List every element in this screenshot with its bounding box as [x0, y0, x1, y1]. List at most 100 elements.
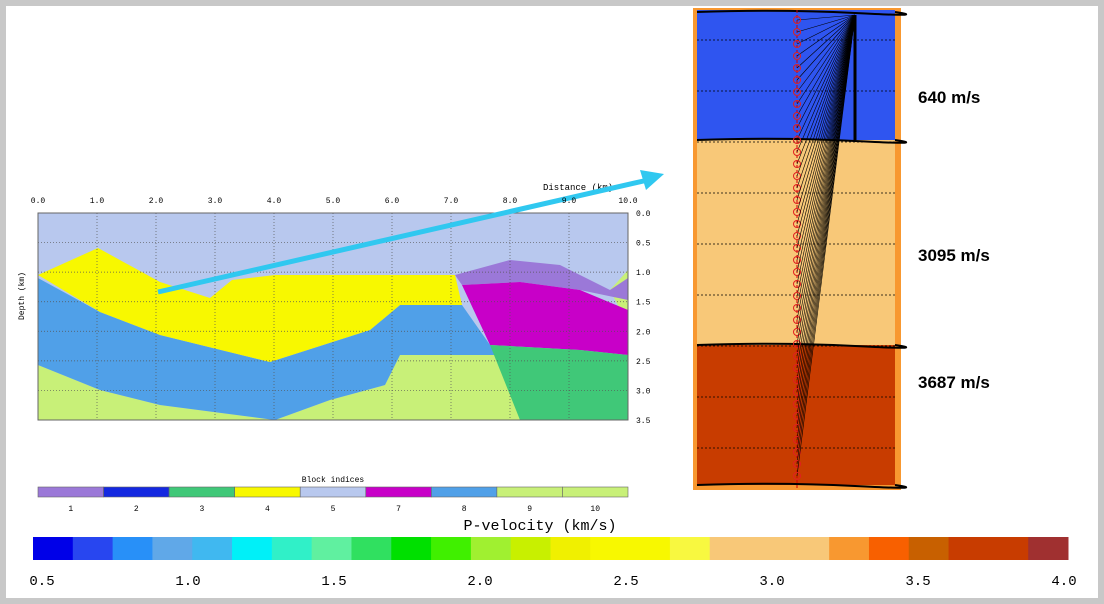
colorbar-swatch [630, 537, 671, 560]
x-tick-label: 3.0 [208, 197, 223, 206]
y-tick-label: 0.0 [636, 210, 651, 219]
x-tick-label: 1.0 [90, 197, 105, 206]
legend-swatch [562, 486, 629, 498]
receiver [793, 160, 801, 168]
colorbar-tick-label: 2.0 [467, 574, 492, 590]
ray [796, 14, 856, 237]
well-layer [697, 140, 895, 345]
receiver [793, 316, 801, 324]
y-tick-label: 1.0 [636, 269, 651, 278]
y-tick-label: 2.0 [636, 328, 651, 337]
receiver [793, 40, 801, 48]
y-tick-label: 1.5 [636, 299, 651, 308]
colorbar-swatch [232, 537, 273, 560]
ray [796, 14, 856, 225]
y-tick-label: 3.0 [636, 387, 651, 396]
receiver [793, 436, 801, 444]
x-tick-label: 10.0 [618, 197, 637, 206]
receiver [793, 424, 801, 432]
legend-label: 5 [331, 505, 336, 514]
ray [796, 14, 856, 333]
layer-boundary [696, 9, 908, 16]
colorbar-tick-label: 3.5 [905, 574, 930, 590]
layer-boundary [696, 137, 908, 144]
y-tick-label: 3.5 [636, 417, 651, 426]
ray [796, 14, 856, 309]
layer [455, 260, 628, 300]
receiver [793, 340, 801, 348]
velocity-label: 3095 m/s [918, 246, 990, 265]
legend-swatch [299, 486, 367, 498]
colorbar-swatch [351, 537, 392, 560]
ray [796, 14, 856, 153]
arrowhead [640, 170, 664, 190]
ray [796, 14, 856, 381]
colorbar-swatch [271, 537, 313, 560]
well-layer [697, 10, 895, 140]
layer-boundary [696, 482, 908, 489]
ray [796, 14, 856, 285]
section-model [37, 212, 629, 421]
ray [796, 14, 856, 141]
x-tick-label: 8.0 [503, 197, 518, 206]
receiver [793, 16, 801, 24]
ray [796, 14, 856, 117]
ray [796, 14, 856, 249]
colorbar-tick-label: 3.0 [759, 574, 784, 590]
receiver [793, 448, 801, 456]
legend-swatch [496, 486, 563, 498]
arrow [157, 177, 649, 295]
x-tick-label: 5.0 [326, 197, 341, 206]
layer [38, 278, 500, 420]
receiver [793, 88, 801, 96]
receiver [793, 172, 801, 180]
layer [38, 248, 462, 362]
receiver [793, 244, 801, 252]
colorbar-swatch [1028, 537, 1069, 560]
x-tick-label: 0.0 [31, 197, 46, 206]
receiver [793, 100, 801, 108]
colorbar-swatch [908, 537, 950, 560]
receiver [793, 280, 801, 288]
ray [796, 14, 856, 33]
colorbar-swatch [550, 537, 591, 560]
colorbar-swatch [112, 537, 153, 560]
legend-title: Block indices [302, 476, 365, 485]
colorbar-swatch [789, 537, 830, 560]
legend-label: 3 [199, 505, 204, 514]
layer [490, 345, 628, 420]
x-tick-label: 6.0 [385, 197, 400, 206]
receiver [793, 220, 801, 228]
legend-swatch [103, 486, 170, 498]
colorbar-swatch [391, 537, 432, 560]
x-axis-title: Distance (km) [543, 183, 613, 193]
legend-label: 4 [265, 505, 270, 514]
velocity-label: 3687 m/s [918, 373, 990, 392]
colorbar-tick-label: 1.0 [175, 574, 200, 590]
ray [796, 14, 856, 57]
x-tick-label: 2.0 [149, 197, 164, 206]
colorbar-swatch [948, 537, 989, 560]
receiver [793, 64, 801, 72]
x-tick-label: 4.0 [267, 197, 282, 206]
y-axis-title: Depth (km) [18, 272, 27, 320]
ray [796, 14, 856, 201]
colorbar-swatch [829, 537, 870, 560]
legend-swatch [431, 486, 498, 498]
ray [796, 14, 856, 69]
receiver [793, 460, 801, 468]
plot-frame [37, 212, 629, 421]
ray [796, 14, 856, 321]
x-tick-label: 7.0 [444, 197, 459, 206]
receiver [793, 268, 801, 276]
colorbar-tick-label: 0.5 [29, 574, 54, 590]
colorbar-title: P-velocity (km/s) [463, 518, 616, 535]
ray [796, 14, 856, 477]
ray [796, 14, 856, 81]
receiver [793, 52, 801, 60]
ray [796, 14, 856, 21]
well-panel [693, 8, 908, 490]
colorbar-tick-label: 4.0 [1051, 574, 1076, 590]
legend-swatch [365, 486, 432, 498]
receiver [793, 232, 801, 240]
